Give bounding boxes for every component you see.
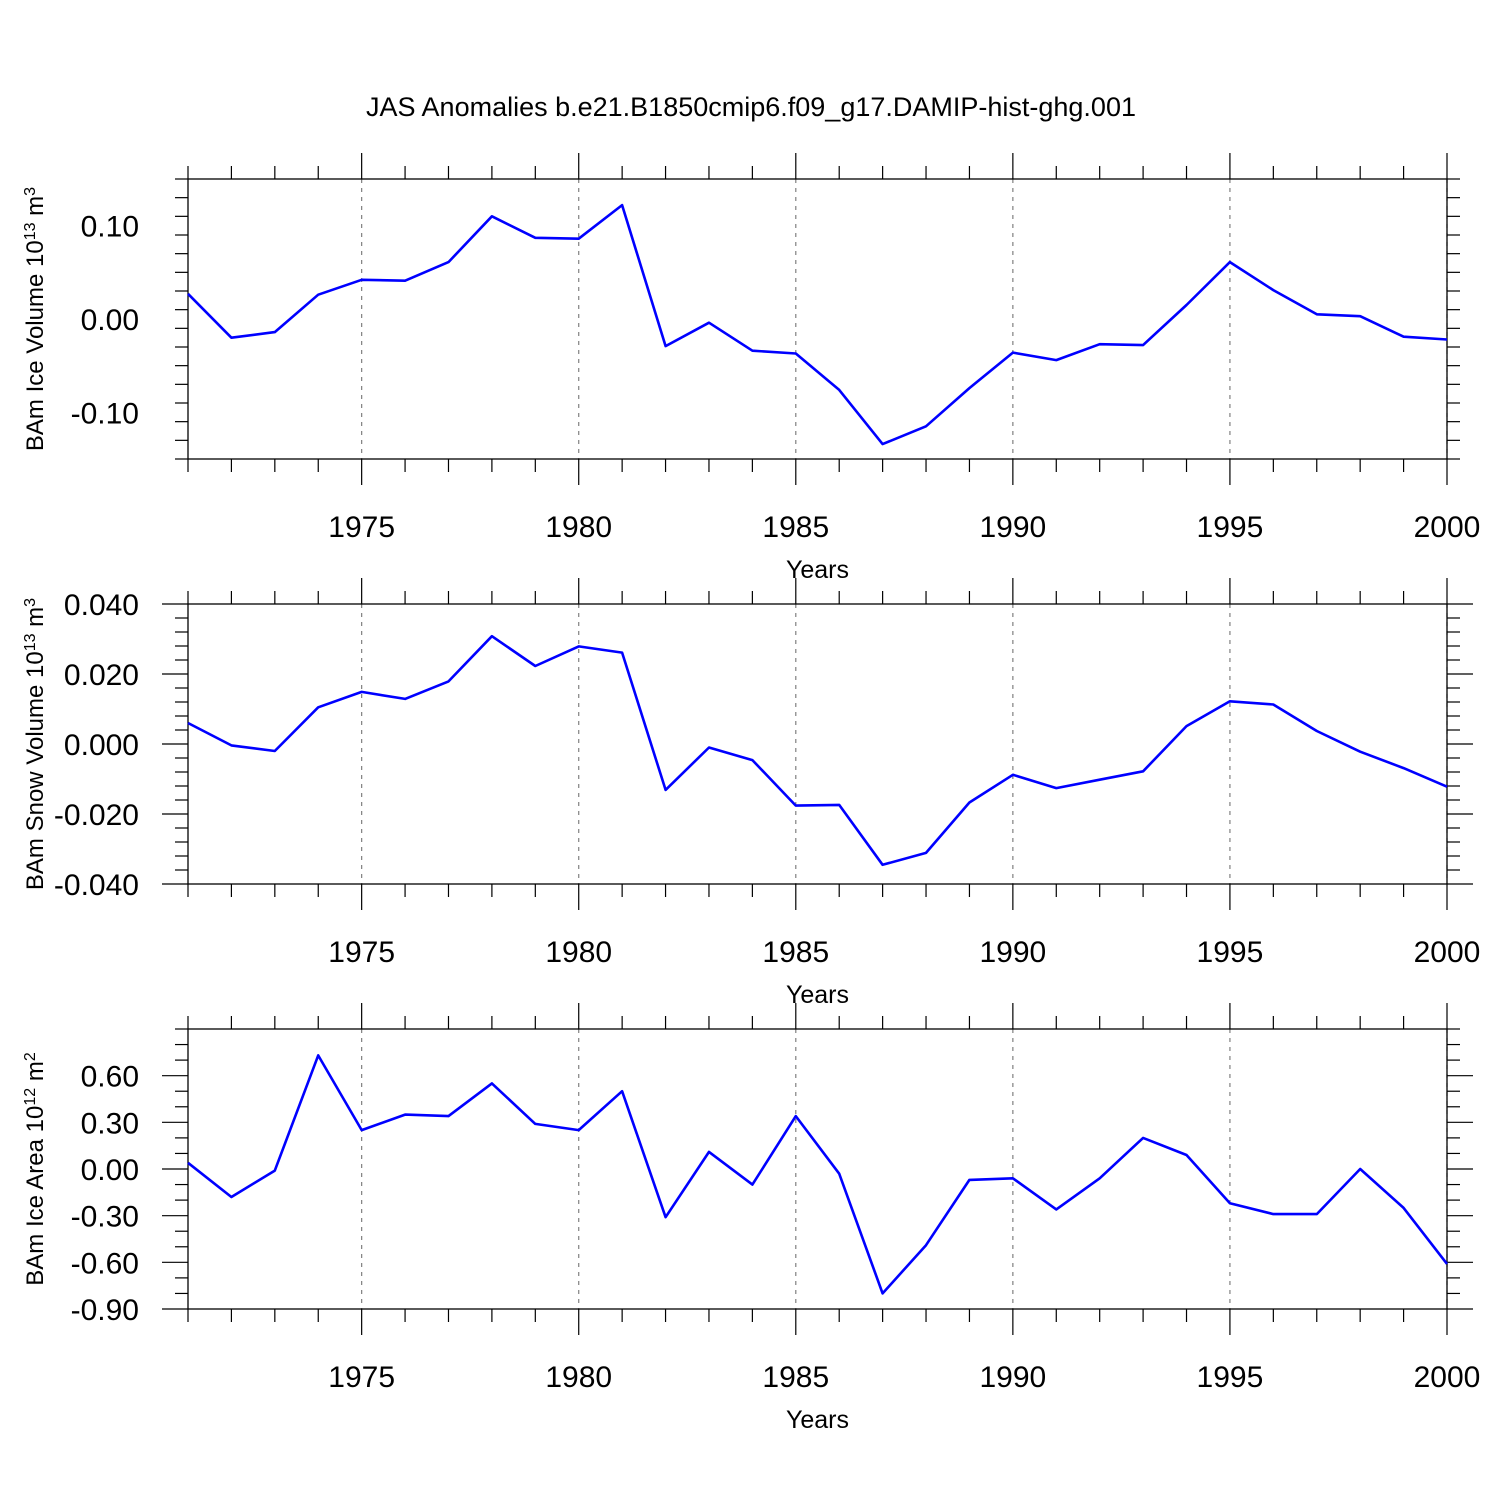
panel-ice-volume: 1975 1980 1985 1990 1995 2000 0.10 0.00 -0.10 Y… <box>22 153 1480 584</box>
x-tick-labels: 1975 1980 1985 1990 1995 2000 <box>328 511 1480 544</box>
panel-ice-area: 1975 1980 1985 1990 1995 2000 0.60 0.30 0.00 -0.… <box>22 1003 1480 1434</box>
y-tick-label: 0.10 <box>81 211 139 244</box>
plot-frame <box>187 603 1448 885</box>
plot-frame <box>187 178 1448 460</box>
y-tick-label: -0.30 <box>71 1201 139 1234</box>
x-axis-title: Years <box>786 556 849 584</box>
x-tick-label: 1995 <box>1197 511 1264 544</box>
y-axis-title: BAm Ice Volume 1013 m3 <box>22 187 50 451</box>
plot-frame <box>187 1028 1448 1310</box>
x-tick-label: 1995 <box>1197 1361 1264 1394</box>
x-tick-label: 1990 <box>979 936 1046 969</box>
panel-snow-volume: 1975 1980 1985 1990 1995 2000 0.040 0.020 0.000… <box>22 578 1480 1009</box>
y-tick-label: -0.040 <box>54 869 139 902</box>
x-axis-title: Years <box>786 1406 849 1434</box>
y-tick-label: 0.040 <box>64 589 139 622</box>
y-tick-labels: 0.60 0.30 0.00 -0.30 -0.60 -0.90 <box>71 1061 139 1327</box>
x-tick-label: 1985 <box>762 511 829 544</box>
axis-ticks <box>175 153 1460 485</box>
x-tick-label: 1995 <box>1197 936 1264 969</box>
x-tick-label: 1980 <box>545 936 612 969</box>
x-tick-label: 1990 <box>979 511 1046 544</box>
x-tick-labels: 1975 1980 1985 1990 1995 2000 <box>328 936 1480 969</box>
y-tick-label: -0.60 <box>71 1247 139 1280</box>
y-tick-label: -0.10 <box>71 397 139 430</box>
chart-title: JAS Anomalies b.e21.B1850cmip6.f09_g17.D… <box>366 92 1136 122</box>
y-tick-label: 0.60 <box>81 1061 139 1094</box>
y-tick-label: -0.020 <box>54 799 139 832</box>
axis-ticks <box>162 578 1473 910</box>
x-tick-label: 1985 <box>762 1361 829 1394</box>
y-tick-labels: 0.10 0.00 -0.10 <box>71 211 139 431</box>
x-tick-label: 1975 <box>328 936 395 969</box>
x-tick-label: 1975 <box>328 511 395 544</box>
x-grid <box>361 1029 1448 1309</box>
y-tick-label: 0.00 <box>81 304 139 337</box>
x-grid <box>361 179 1448 459</box>
y-tick-label: 0.020 <box>64 659 139 692</box>
series-line-ice-volume <box>187 203 1448 446</box>
y-tick-label: -0.90 <box>71 1294 139 1327</box>
y-tick-label: 0.00 <box>81 1154 139 1187</box>
x-tick-label: 1990 <box>979 1361 1046 1394</box>
y-tick-label: 0.30 <box>81 1107 139 1140</box>
y-tick-labels: 0.040 0.020 0.000 -0.020 -0.040 <box>54 589 139 902</box>
x-tick-label: 2000 <box>1414 1361 1481 1394</box>
y-tick-label: 0.000 <box>64 729 139 762</box>
x-tick-label: 1980 <box>545 1361 612 1394</box>
series-line-snow-volume <box>187 634 1448 867</box>
x-grid <box>361 604 1448 884</box>
x-tick-label: 2000 <box>1414 511 1481 544</box>
y-axis-title: BAm Snow Volume 1013 m3 <box>22 598 50 890</box>
x-tick-label: 1980 <box>545 511 612 544</box>
axis-ticks <box>162 1003 1473 1335</box>
y-axis-title: BAm Ice Area 1012 m2 <box>22 1052 50 1286</box>
x-axis-title: Years <box>786 981 849 1009</box>
x-tick-label: 1975 <box>328 1361 395 1394</box>
x-tick-labels: 1975 1980 1985 1990 1995 2000 <box>328 1361 1480 1394</box>
x-tick-label: 2000 <box>1414 936 1481 969</box>
series-line-ice-area <box>187 1054 1449 1295</box>
x-tick-label: 1985 <box>762 936 829 969</box>
